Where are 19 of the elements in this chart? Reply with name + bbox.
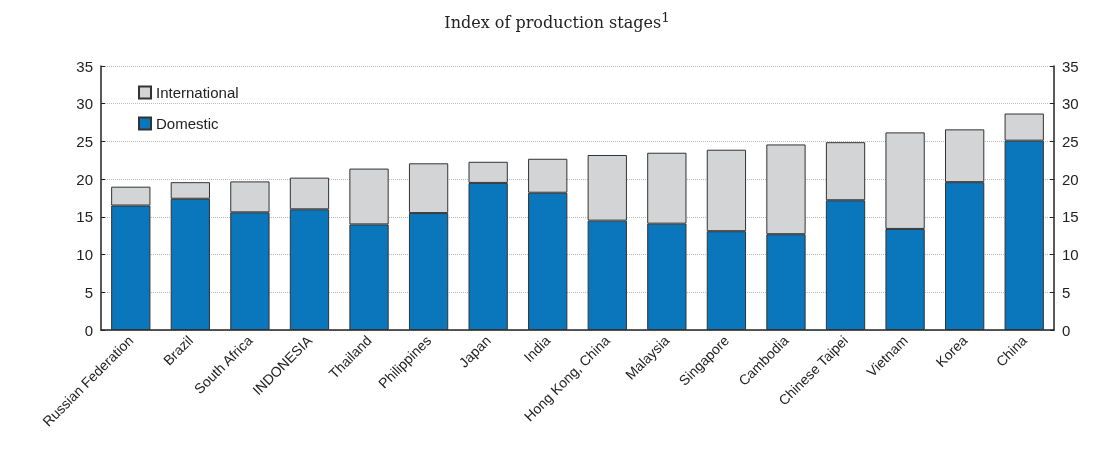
legend-label: International	[156, 84, 239, 101]
y-tick-label: 35	[76, 57, 93, 75]
y-tick-label: 5	[84, 283, 93, 301]
y-tick-label: 10	[76, 246, 93, 264]
legend-label: Domestic	[156, 115, 220, 132]
y2-tick-label: 15	[1062, 208, 1079, 226]
y2-tick-label: 0	[1062, 321, 1071, 339]
y-tick-label: 30	[76, 95, 93, 113]
y2-tick-label: 30	[1062, 95, 1079, 113]
y2-tick-label: 25	[1062, 132, 1079, 150]
y-tick-label: 15	[76, 208, 93, 226]
y-tick-label: 20	[76, 170, 93, 188]
y2-tick-label: 35	[1062, 57, 1079, 75]
y-tick-label: 0	[84, 321, 93, 339]
y-tick-label: 25	[76, 132, 93, 150]
chart-subtitle: Index of production stages$^{1}$	[444, 10, 670, 33]
y2-tick-label: 5	[1062, 283, 1071, 301]
y2-tick-label: 10	[1062, 246, 1079, 264]
y2-tick-label: 20	[1062, 170, 1079, 188]
